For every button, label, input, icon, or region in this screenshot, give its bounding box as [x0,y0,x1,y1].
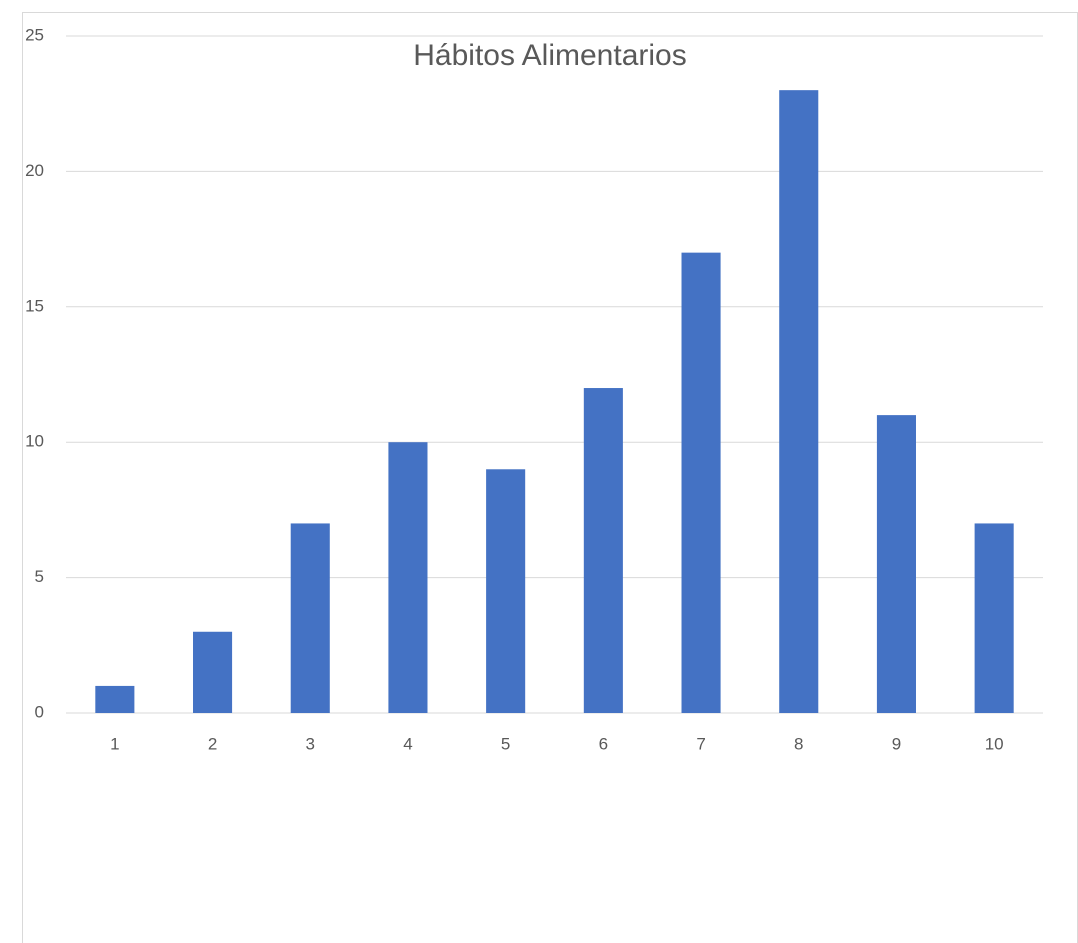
bar [290,523,330,713]
x-tick-label: 3 [306,734,315,753]
bar [583,388,623,713]
x-tick-label: 8 [794,734,803,753]
bar [779,90,819,713]
chart-border [22,12,1078,943]
x-tick-label: 1 [110,734,119,753]
x-tick-label: 9 [892,734,901,753]
x-tick-label: 6 [599,734,608,753]
x-tick-label: 7 [696,734,705,753]
bar [876,415,916,713]
x-tick-label: 5 [501,734,510,753]
bar [486,469,526,713]
y-tick-label: 0 [35,702,44,721]
y-tick-label: 20 [25,161,44,180]
chart-title: Hábitos Alimentarios [413,39,686,72]
x-tick-label: 4 [403,734,412,753]
y-tick-label: 10 [25,432,44,451]
x-tick-label: 2 [208,734,217,753]
bar [974,523,1014,713]
bar [193,631,233,713]
bar [388,442,428,713]
bar [681,252,721,713]
x-tick-label: 10 [985,734,1004,753]
y-tick-label: 5 [35,567,44,586]
y-tick-label: 25 [25,25,44,44]
bar [95,685,135,713]
y-tick-label: 15 [25,296,44,315]
